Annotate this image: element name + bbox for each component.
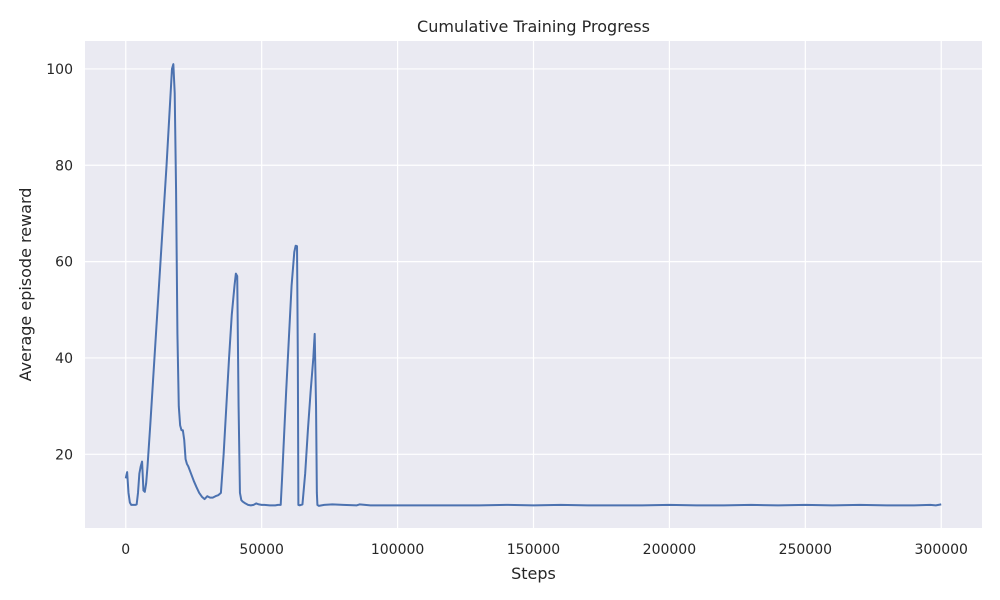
chart-title: Cumulative Training Progress [417, 17, 650, 36]
x-tick-label: 50000 [239, 542, 284, 558]
x-tick-label: 200000 [643, 542, 696, 558]
y-tick-label: 20 [55, 447, 73, 463]
x-tick-label: 150000 [507, 542, 560, 558]
x-tick-label: 300000 [915, 542, 968, 558]
x-tick-label: 250000 [779, 542, 832, 558]
x-axis-label: Steps [511, 564, 556, 583]
y-axis: 20 40 60 80 100 [46, 62, 73, 463]
y-tick-label: 80 [55, 158, 73, 174]
x-axis: 0 50000 100000 150000 200000 250000 300000 [121, 542, 968, 558]
series-line [124, 63, 942, 507]
series-layer [124, 63, 942, 507]
y-axis-label: Average episode reward [16, 188, 35, 382]
grid-lines [85, 41, 982, 528]
y-tick-label: 100 [46, 62, 73, 78]
x-tick-label: 100000 [371, 542, 424, 558]
y-tick-label: 60 [55, 255, 73, 271]
x-tick-label: 0 [121, 542, 130, 558]
y-tick-label: 40 [55, 351, 73, 367]
